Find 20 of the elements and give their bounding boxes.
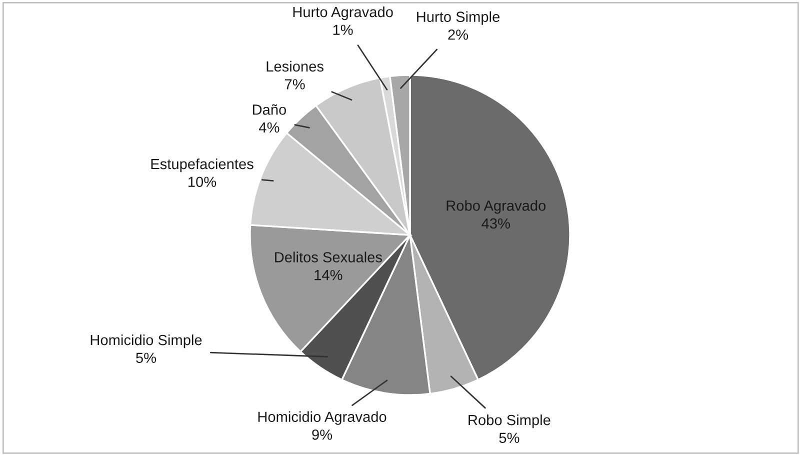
data-label: 5% xyxy=(499,432,520,444)
data-label: 43% xyxy=(482,218,510,229)
data-label: 2% xyxy=(448,30,468,40)
data-label: 5% xyxy=(136,352,156,364)
slice-label: Estupefacientes xyxy=(151,158,254,172)
slice-label: Lesiones xyxy=(266,60,324,72)
data-label: 1% xyxy=(333,24,353,35)
data-label: 9% xyxy=(312,430,332,440)
slice-label: Homicidio Simple xyxy=(90,334,202,348)
slice-label: Homicidio Agravado xyxy=(258,411,386,425)
slice-label: Daño xyxy=(252,104,286,115)
slice-label: Hurto Simple xyxy=(417,11,500,25)
data-label: 10% xyxy=(188,176,216,188)
slice-label: Hurto Agravado xyxy=(293,6,393,20)
data-label: 7% xyxy=(285,79,305,90)
slice-label: Robo Simple xyxy=(468,414,550,428)
slice-label: Delitos Sexuales xyxy=(275,252,382,262)
data-label: 14% xyxy=(314,270,342,280)
data-label: 4% xyxy=(258,122,280,133)
slice-label: Robo Agravado xyxy=(446,200,546,214)
